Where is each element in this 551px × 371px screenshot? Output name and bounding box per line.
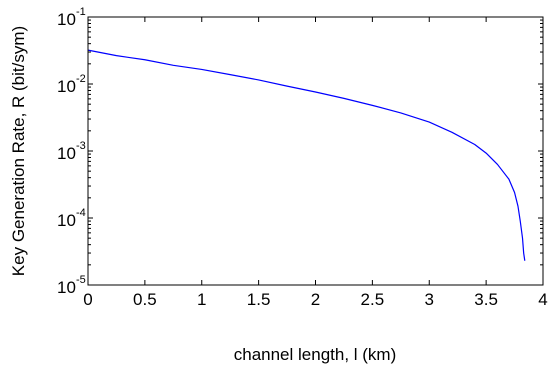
plot-area [88,17,543,285]
y-tick-label-base: 10 [57,211,76,230]
y-axis-label: Key Generation Rate, R (bit/sym) [9,26,28,276]
y-tick-label-exponent: -1 [76,6,86,18]
x-tick-label: 0.5 [133,290,157,309]
x-tick-label: 2 [311,290,320,309]
y-tick-label-base: 10 [57,278,76,297]
y-tick-label-exponent: -2 [76,73,86,85]
x-tick-label: 3.5 [474,290,498,309]
y-tick-label-exponent: -4 [76,207,86,219]
x-tick-label: 2.5 [361,290,385,309]
y-tick-label-base: 10 [57,10,76,29]
y-tick-label-exponent: -5 [76,274,86,286]
series-line [87,49,526,261]
x-tick-label: 3 [425,290,434,309]
x-tick-label: 1.5 [247,290,271,309]
x-tick-label: 1 [197,290,206,309]
y-tick-label-base: 10 [57,77,76,96]
y-tick-label-exponent: -3 [76,140,86,152]
y-tick-label-base: 10 [57,144,76,163]
x-axis-label: channel length, l (km) [234,345,397,364]
x-tick-label: 0 [83,290,92,309]
x-tick-label: 4 [538,290,547,309]
